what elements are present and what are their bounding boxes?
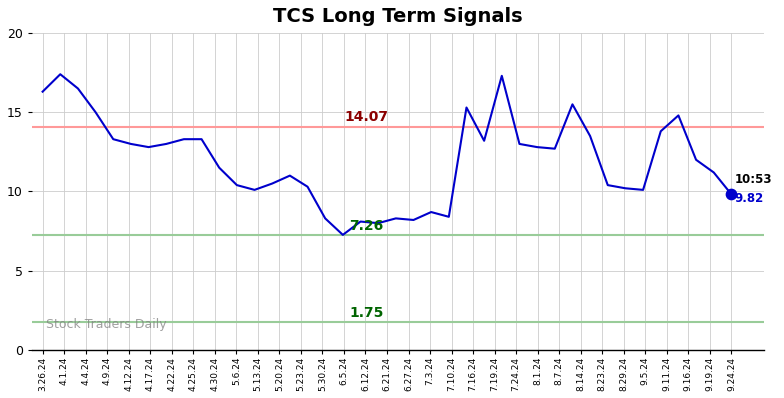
Point [725, 191, 738, 197]
Text: 9.82: 9.82 [735, 192, 764, 205]
Text: 10:53: 10:53 [735, 173, 772, 186]
Title: TCS Long Term Signals: TCS Long Term Signals [273, 7, 523, 26]
Text: 14.07: 14.07 [344, 110, 388, 125]
Text: 7.26: 7.26 [349, 219, 383, 233]
Text: 1.75: 1.75 [349, 306, 383, 320]
Text: Stock Traders Daily: Stock Traders Daily [46, 318, 167, 331]
